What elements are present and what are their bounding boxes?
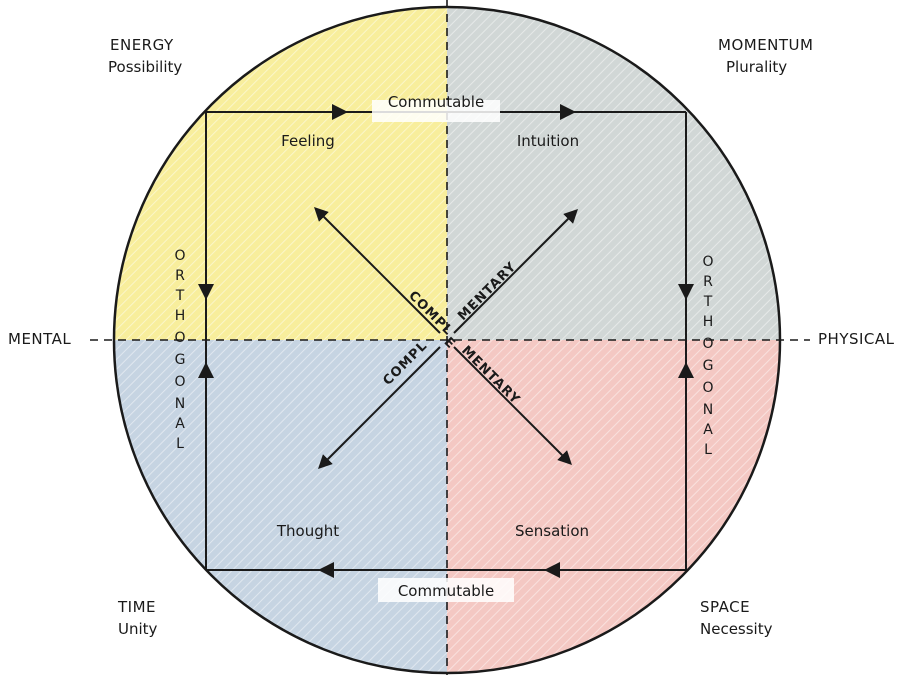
corner-space-title: SPACE <box>700 598 750 616</box>
corner-momentum-title: MOMENTUM <box>718 36 813 54</box>
orthogonal-right-letter: T <box>703 294 713 310</box>
orthogonal-right-letter: G <box>703 358 714 374</box>
corner-time-title: TIME <box>117 598 156 616</box>
axis-label-physical: PHYSICAL <box>818 330 895 348</box>
arrow-to-thought <box>318 346 441 469</box>
bottom-arrowhead-left <box>318 562 334 578</box>
orthogonal-left-letter: O <box>174 330 185 346</box>
orthogonal-right-letter: H <box>703 314 714 330</box>
orthogonal-right-letter: O <box>702 336 713 352</box>
corner-energy-title: ENERGY <box>110 36 174 54</box>
corner-energy-subtitle: Possibility <box>108 58 182 76</box>
edge-label-bottom: Commutable <box>398 582 494 600</box>
top-arrowhead-left <box>332 104 348 120</box>
orthogonal-right-letter: R <box>703 274 713 290</box>
orthogonal-right-letter: O <box>702 380 713 396</box>
quadrant-label-feeling: Feeling <box>281 132 335 150</box>
corner-momentum-subtitle: Plurality <box>726 58 787 76</box>
orthogonal-left-letter: R <box>175 268 185 284</box>
arrow-to-sensation <box>453 346 572 465</box>
orthogonal-left-letter: G <box>175 352 186 368</box>
bottom-arrowhead-right <box>544 562 560 578</box>
orthogonal-right-letter: N <box>703 402 713 418</box>
left-arrowhead-up <box>198 362 214 378</box>
corner-space-subtitle: Necessity <box>700 620 773 638</box>
orthogonal-left-letter: T <box>175 288 185 304</box>
orthogonal-label-left: O R T H O G O N A L <box>174 248 185 452</box>
edge-arrowheads <box>198 104 694 578</box>
edge-label-top: Commutable <box>388 93 484 111</box>
orthogonal-left-letter: O <box>174 374 185 390</box>
orthogonal-left-letter: N <box>175 396 185 412</box>
left-arrowhead-down <box>198 284 214 300</box>
orthogonal-left-letter: O <box>174 248 185 264</box>
orthogonal-left-letter: H <box>175 308 186 324</box>
orthogonal-left-letter: L <box>176 436 184 452</box>
axis-label-mental: MENTAL <box>8 330 71 348</box>
quadrant-label-intuition: Intuition <box>517 132 579 150</box>
orthogonal-right-letter: L <box>704 442 712 458</box>
arrow-to-intuition <box>453 209 578 334</box>
orthogonal-right-letter: A <box>703 422 713 438</box>
quadrant-label-sensation: Sensation <box>515 522 589 540</box>
orthogonal-right-letter: O <box>702 254 713 270</box>
orthogonal-label-right: O R T H O G O N A L <box>702 254 713 458</box>
right-arrowhead-up <box>678 362 694 378</box>
orthogonal-left-letter: A <box>175 416 185 432</box>
right-arrowhead-down <box>678 284 694 300</box>
top-arrowhead-right <box>560 104 576 120</box>
corner-time-subtitle: Unity <box>118 620 158 638</box>
arrow-to-feeling <box>314 207 441 334</box>
quadrant-label-thought: Thought <box>276 522 339 540</box>
